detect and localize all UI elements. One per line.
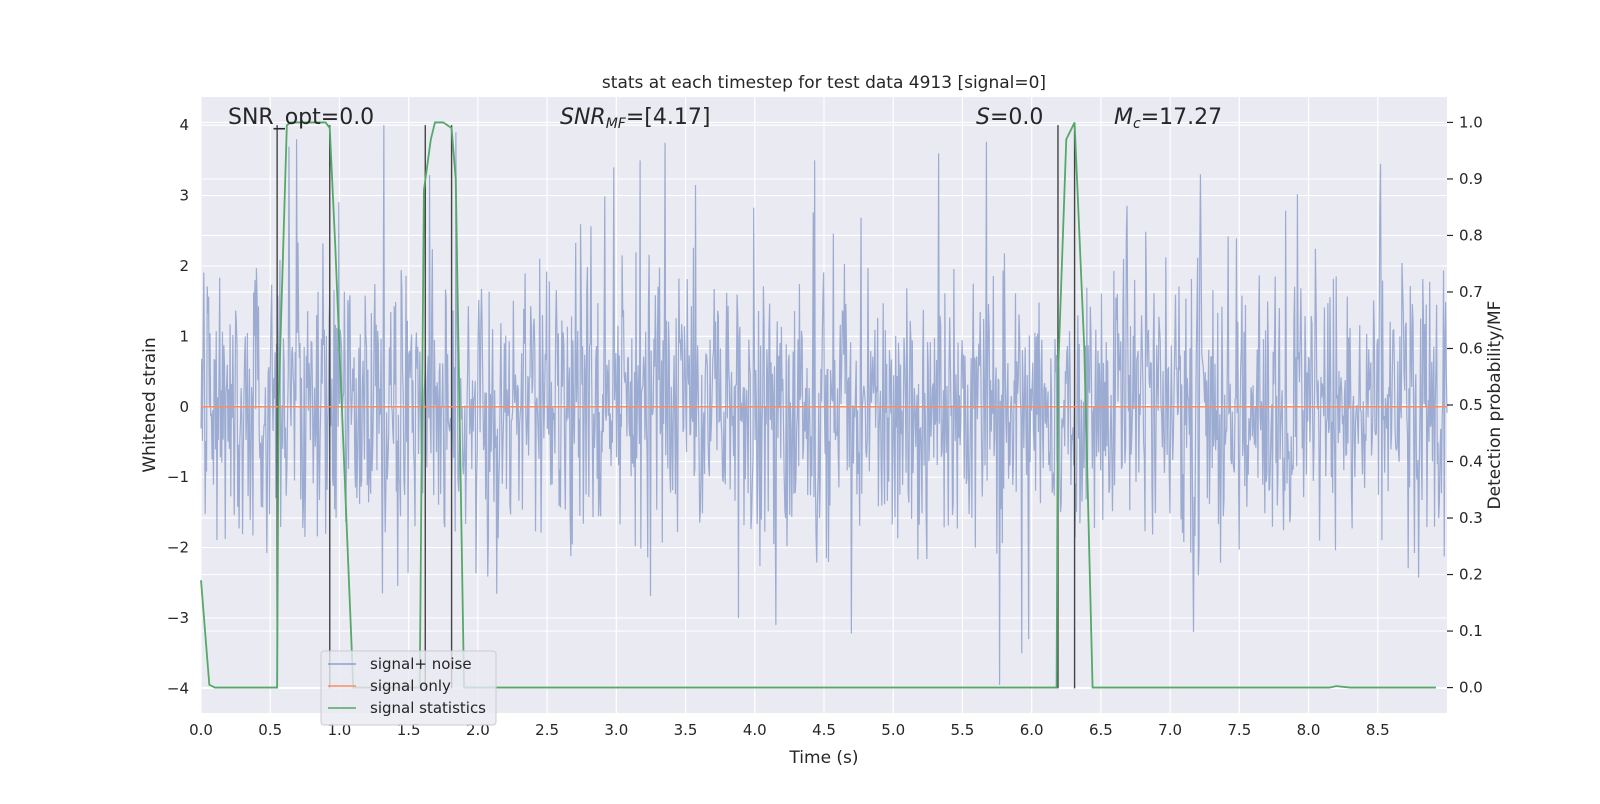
y-right-tick-label-9: 0.9 bbox=[1459, 170, 1483, 188]
y-left-tick-label-2: −2 bbox=[167, 539, 189, 557]
y-left-tick-labels: −4 −3 −2 −1 0 1 2 3 4 bbox=[167, 116, 189, 697]
legend-label-signal-only: signal only bbox=[370, 677, 451, 695]
x-tick-label-16: 8.0 bbox=[1297, 721, 1321, 739]
y-right-tick-label-0: 0.0 bbox=[1459, 679, 1483, 697]
legend-label-signal-statistics: signal statistics bbox=[370, 699, 486, 717]
y-right-tick-labels: 0.0 0.1 0.2 0.3 0.4 0.5 0.6 0.7 0.8 0.9 1.0 bbox=[1447, 113, 1483, 697]
x-tick-label-7: 3.5 bbox=[674, 721, 698, 739]
y-right-tick-label-7: 0.7 bbox=[1459, 283, 1483, 301]
y-right-tick-label-1: 0.1 bbox=[1459, 622, 1483, 640]
annotation-snr-opt: SNR_opt=0.0 bbox=[228, 105, 374, 130]
series-signal-noise bbox=[200, 125, 1448, 685]
x-tick-label-12: 6.0 bbox=[1020, 721, 1044, 739]
series-line-signal-noise bbox=[200, 125, 1448, 685]
y-left-tick-label-8: 4 bbox=[179, 116, 189, 134]
y-left-tick-label-6: 2 bbox=[179, 257, 189, 275]
x-axis-title: Time (s) bbox=[788, 748, 858, 768]
x-tick-label-15: 7.5 bbox=[1227, 721, 1251, 739]
series-line-signal-statistics bbox=[200, 121, 1436, 689]
legend-box bbox=[320, 650, 497, 726]
y-axis-title-left: Whitened strain bbox=[140, 337, 160, 472]
x-tick-label-0: 0.0 bbox=[189, 721, 213, 739]
series-signal-statistics bbox=[200, 121, 1436, 689]
y-left-tick-label-3: −1 bbox=[167, 468, 189, 486]
y-right-tick-label-8: 0.8 bbox=[1459, 226, 1483, 244]
annotation-snr-mf: SNRMF=[4.17] bbox=[560, 105, 710, 132]
y-right-tick-label-5: 0.5 bbox=[1459, 396, 1483, 414]
legend-label-signal-noise: signal+ noise bbox=[370, 655, 472, 673]
y-right-tick-label-6: 0.6 bbox=[1459, 339, 1483, 357]
x-tick-label-9: 4.5 bbox=[812, 721, 836, 739]
y-axis-title-right: Detection probability/MF bbox=[1485, 301, 1505, 510]
legend: signal+ noise signal only signal statist… bbox=[320, 650, 497, 726]
x-tick-labels: 0.0 0.5 1.0 1.5 2.0 2.5 3.0 3.5 4.0 4.5 5.0 5.5 6.0 6… bbox=[189, 721, 1390, 739]
y-right-tick-label-10: 1.0 bbox=[1459, 113, 1483, 131]
y-right-tick-label-2: 0.2 bbox=[1459, 566, 1483, 584]
x-tick-label-10: 5.0 bbox=[881, 721, 905, 739]
annotation-mc: Mc=17.27 bbox=[1114, 105, 1222, 132]
chart-title: stats at each timestep for test data 491… bbox=[602, 73, 1046, 93]
y-left-tick-label-7: 3 bbox=[179, 187, 189, 205]
x-tick-label-6: 3.0 bbox=[604, 721, 628, 739]
y-left-tick-label-5: 1 bbox=[179, 327, 189, 345]
y-left-tick-label-1: −3 bbox=[167, 609, 189, 627]
y-left-tick-label-0: −4 bbox=[167, 679, 189, 697]
annotation-s: S=0.0 bbox=[976, 105, 1043, 130]
x-tick-label-14: 7.0 bbox=[1158, 721, 1182, 739]
x-tick-label-13: 6.5 bbox=[1089, 721, 1113, 739]
y-right-tick-label-3: 0.3 bbox=[1459, 509, 1483, 527]
x-tick-label-1: 0.5 bbox=[258, 721, 282, 739]
x-tick-label-11: 5.5 bbox=[951, 721, 975, 739]
y-right-tick-label-4: 0.4 bbox=[1459, 453, 1483, 471]
y-left-tick-label-4: 0 bbox=[179, 398, 189, 416]
x-tick-label-8: 4.0 bbox=[743, 721, 767, 739]
x-tick-label-17: 8.5 bbox=[1366, 721, 1390, 739]
x-tick-label-5: 2.5 bbox=[535, 721, 559, 739]
